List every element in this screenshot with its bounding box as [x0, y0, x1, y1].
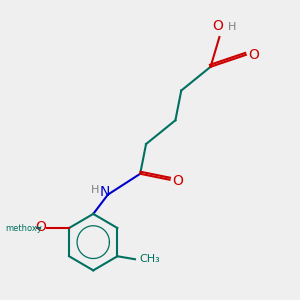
Text: H: H — [91, 185, 99, 195]
Text: N: N — [100, 184, 110, 199]
Text: CH₃: CH₃ — [140, 254, 160, 264]
Text: methoxy: methoxy — [5, 224, 42, 232]
Text: O: O — [35, 220, 46, 234]
Text: O: O — [212, 19, 224, 33]
Text: O: O — [248, 48, 259, 62]
Text: H: H — [228, 22, 236, 32]
Text: O: O — [172, 174, 183, 188]
